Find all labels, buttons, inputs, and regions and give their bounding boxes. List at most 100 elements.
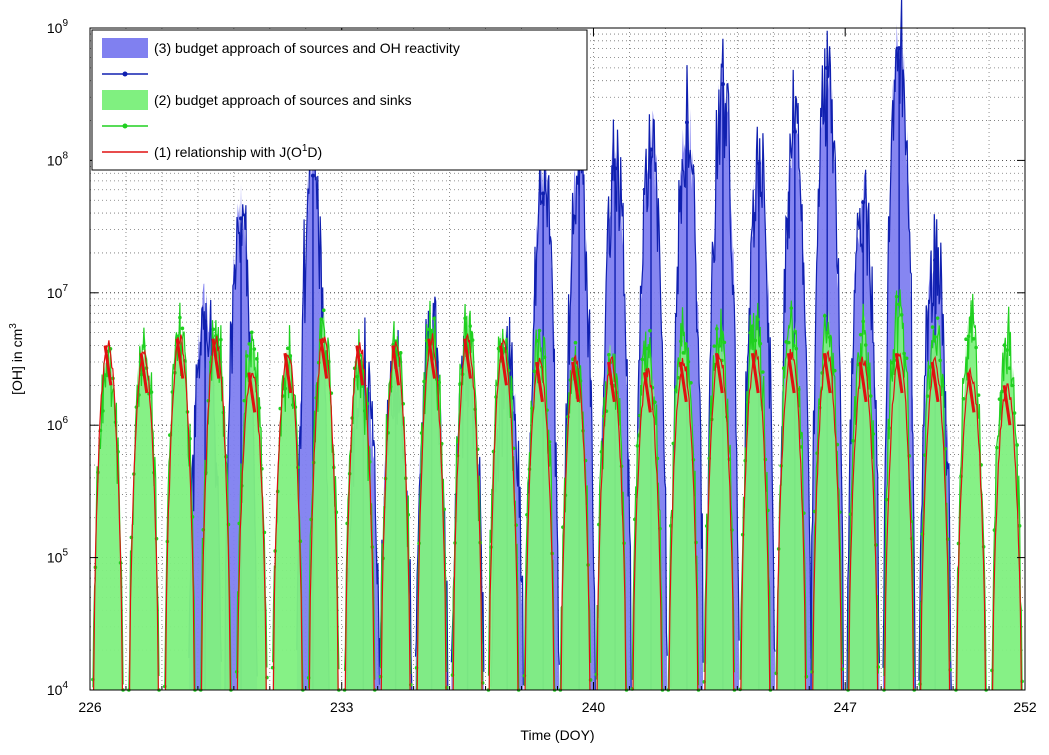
series-2-marker xyxy=(995,445,999,450)
series-2-marker xyxy=(894,294,899,299)
series-2-marker xyxy=(101,409,105,413)
series-2-marker xyxy=(496,346,501,351)
series-2-marker xyxy=(1015,443,1019,447)
series-2-marker xyxy=(285,346,290,351)
series-2-marker xyxy=(648,328,652,333)
series-2-marker xyxy=(671,441,676,446)
series-1-line xyxy=(380,341,411,691)
series-1-line xyxy=(129,349,159,690)
series-2-marker xyxy=(756,317,760,322)
series-2-marker xyxy=(1005,348,1009,352)
series-3-marker xyxy=(203,319,208,324)
series-2-line xyxy=(991,306,1023,691)
series-2-marker xyxy=(689,380,693,385)
series-3-marker xyxy=(541,191,546,196)
series-1-peak xyxy=(679,361,688,403)
series-2-marker xyxy=(427,327,431,332)
series-2-marker xyxy=(969,315,973,320)
series-2-marker xyxy=(355,374,359,379)
series-1-line xyxy=(884,352,915,690)
y-tick-exponent: 6 xyxy=(62,415,68,426)
x-axis-title: Time (DOY) xyxy=(520,727,594,743)
legend: (3) budget approach of sources and OH re… xyxy=(91,29,588,171)
series-1-line xyxy=(632,367,663,691)
y-tick-exponent: 5 xyxy=(62,548,68,559)
series-2-marker xyxy=(827,335,832,340)
series-1-peak xyxy=(139,352,149,394)
series-1-peak xyxy=(822,352,832,394)
series-3-marker xyxy=(720,82,725,87)
series-2-marker xyxy=(933,335,937,339)
series-1-line xyxy=(560,354,591,690)
y-tick-exponent: 8 xyxy=(62,150,68,161)
series-3-line xyxy=(670,65,704,688)
series-1-line xyxy=(200,335,231,690)
series-2-marker xyxy=(244,354,249,358)
series-2-line xyxy=(415,300,448,690)
series-2-marker xyxy=(470,338,475,342)
series-1-line xyxy=(740,349,771,691)
series-2-marker xyxy=(247,342,252,346)
series-1-line xyxy=(956,366,986,690)
x-tick-label: 226 xyxy=(78,699,102,715)
series-2-marker xyxy=(858,332,863,337)
series-2-marker xyxy=(530,406,534,411)
series-1-line xyxy=(164,334,195,691)
series-2-marker xyxy=(722,340,727,345)
series-2-marker xyxy=(902,351,906,356)
series-1-peak xyxy=(535,361,544,403)
series-3-marker xyxy=(310,173,315,178)
series-2-marker xyxy=(789,306,794,310)
series-3-line xyxy=(706,38,740,665)
series-2-marker xyxy=(794,346,799,351)
series-2-marker xyxy=(178,315,182,320)
series-2-marker xyxy=(832,368,837,373)
series-2-marker xyxy=(935,316,940,320)
series-3-marker xyxy=(861,200,866,205)
series-2-marker xyxy=(645,346,650,351)
series-2-line xyxy=(595,353,628,691)
series-2-marker xyxy=(892,358,896,363)
series-2-area xyxy=(704,323,735,690)
series-2-marker xyxy=(964,337,968,342)
series-1-line xyxy=(920,355,951,690)
series-1-peak xyxy=(571,361,580,403)
series-2-marker xyxy=(422,379,426,384)
series-1-peak xyxy=(894,352,904,394)
series-1-peak xyxy=(643,372,652,413)
series-1-peak xyxy=(966,372,976,413)
series-1-peak xyxy=(103,345,113,386)
series-1-peak xyxy=(930,361,940,403)
series-1-line xyxy=(524,357,555,690)
series-1-peak xyxy=(391,345,401,386)
series-2-marker xyxy=(971,337,976,341)
series-1-peak xyxy=(283,352,293,394)
series-2-marker xyxy=(1002,343,1007,347)
series-1-peak xyxy=(355,345,365,386)
series-2-marker xyxy=(250,330,254,335)
series-2-marker xyxy=(1000,389,1004,394)
series-2-marker xyxy=(897,302,901,307)
series-3-marker xyxy=(792,129,797,134)
y-tick-exponent: 7 xyxy=(62,283,68,294)
series-2-marker xyxy=(291,403,295,407)
series-2-marker xyxy=(766,508,770,513)
series-1-peak xyxy=(858,361,868,403)
series-3-marker xyxy=(825,65,830,70)
series-1-peak xyxy=(211,338,221,379)
series-1-line xyxy=(416,333,447,691)
series-2-marker xyxy=(674,388,678,392)
series-2-marker xyxy=(938,358,942,363)
y-axis-title-superscript: 3 xyxy=(8,323,19,329)
series-2-marker xyxy=(712,344,717,348)
series-1-peak xyxy=(247,372,257,413)
series-2-marker xyxy=(1010,383,1014,388)
series-2-marker xyxy=(748,330,753,335)
legend-marker-swatch xyxy=(122,123,128,129)
series-2-marker xyxy=(825,330,830,335)
series-2-marker xyxy=(288,354,293,358)
series-2-marker xyxy=(997,397,1002,401)
series-2-marker xyxy=(676,376,681,380)
series-2-marker xyxy=(180,326,185,331)
series-1-line xyxy=(848,356,879,691)
